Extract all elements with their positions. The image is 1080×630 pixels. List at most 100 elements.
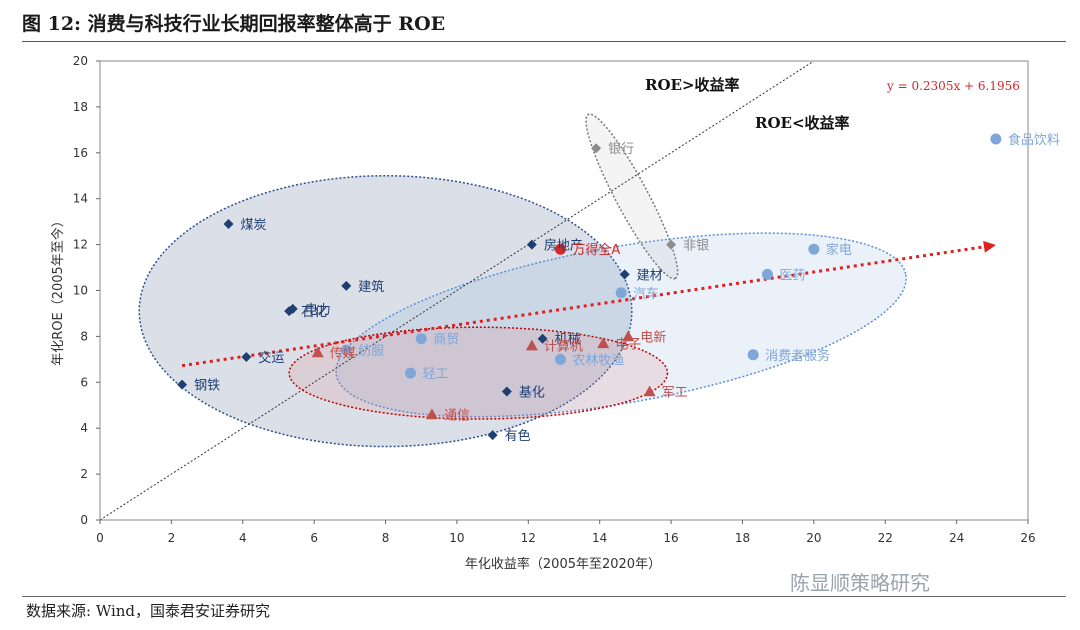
point-label: 有色 xyxy=(505,428,531,444)
x-tick-label: 4 xyxy=(239,531,247,545)
point-label: 钢铁 xyxy=(194,379,220,394)
point-6 xyxy=(526,239,537,250)
trend-arrowhead xyxy=(983,240,996,253)
y-tick-label: 4 xyxy=(80,421,88,435)
point-14 xyxy=(808,243,820,255)
trend-equation: y = 0.2305x + 6.1956 xyxy=(886,79,1020,93)
point-13 xyxy=(990,133,1002,145)
data-points xyxy=(177,133,1002,441)
point-7 xyxy=(619,269,630,280)
x-tick-label: 10 xyxy=(449,531,464,545)
watermark: 陈显顺策略研究 xyxy=(790,571,930,595)
point-22 xyxy=(554,243,566,255)
y-tick-label: 18 xyxy=(73,100,88,114)
point-label: 房地产 xyxy=(544,238,583,254)
y-tick-label: 12 xyxy=(73,238,88,252)
source-divider xyxy=(22,596,1066,597)
point-17 xyxy=(747,349,759,361)
y-tick-label: 8 xyxy=(80,329,88,343)
point-label: 机械 xyxy=(555,333,581,348)
source-note: 数据来源: Wind，国泰君安证券研究 xyxy=(26,602,271,620)
point-28 xyxy=(425,408,438,420)
point-18 xyxy=(554,353,566,365)
point-label: 建材 xyxy=(637,268,663,283)
annotation-roe-above: ROE>收益率 xyxy=(645,76,740,94)
y-tick-label: 2 xyxy=(80,467,88,481)
point-16 xyxy=(615,287,627,299)
point-label: 食品饮料 xyxy=(1008,132,1060,148)
x-tick-label: 22 xyxy=(878,531,893,545)
point-label: 交运 xyxy=(258,350,284,366)
title-divider xyxy=(22,41,1066,42)
point-label: 军工 xyxy=(662,385,688,400)
x-tick-label: 0 xyxy=(96,531,104,545)
point-label: 汽车 xyxy=(633,286,659,302)
group-ellipse-0 xyxy=(138,175,633,448)
y-tick-label: 16 xyxy=(73,146,88,160)
annotation-roe-below: ROE<收益率 xyxy=(755,114,850,132)
group-ellipses xyxy=(138,113,907,448)
point-label: 传媒 xyxy=(330,346,356,361)
point-0 xyxy=(223,218,234,229)
point-label: 通信 xyxy=(444,408,470,423)
point-25 xyxy=(597,337,610,349)
point-label: 电新 xyxy=(640,329,666,345)
point-label: 商贸 xyxy=(433,333,459,348)
scatter-chart: 0 2 4 6 8 10 12 14 16 18 20 22 24 2602468101214161820… xyxy=(50,54,1060,572)
point-20 xyxy=(405,367,417,379)
y-axis-title: 年化ROE（2005年至今） xyxy=(50,214,66,366)
x-tick-label: 8 xyxy=(382,531,390,545)
point-27 xyxy=(643,385,656,397)
x-tick-label: 14 xyxy=(592,531,607,545)
point-label: 消费者服务 xyxy=(765,348,830,364)
point-8 xyxy=(537,333,548,344)
x-tick-label: 16 xyxy=(663,531,678,545)
y-tick-label: 10 xyxy=(73,284,88,298)
point-label: 非银 xyxy=(683,239,709,254)
group-ellipse-3 xyxy=(585,113,679,280)
point-label: 农林牧渔 xyxy=(572,353,624,368)
point-11 xyxy=(591,143,602,154)
point-24 xyxy=(525,339,538,351)
point-label: 建筑 xyxy=(358,279,384,295)
point-label: 电子 xyxy=(615,337,641,352)
point-15 xyxy=(761,268,773,280)
point-label: 银行 xyxy=(608,142,634,157)
point-5 xyxy=(177,379,188,390)
point-23 xyxy=(311,346,324,358)
trend-line xyxy=(181,245,985,368)
group-ellipse-1 xyxy=(335,232,907,418)
point-label: 家电 xyxy=(826,242,852,258)
point-9 xyxy=(501,386,512,397)
x-tick-label: 20 xyxy=(806,531,821,545)
y-tick-label: 20 xyxy=(73,54,88,68)
x-tick-label: 6 xyxy=(310,531,318,545)
point-4 xyxy=(241,352,252,363)
x-tick-label: 18 xyxy=(735,531,750,545)
x-tick-label: 24 xyxy=(949,531,964,545)
point-26 xyxy=(622,330,635,342)
point-label: 计算机 xyxy=(544,340,583,355)
point-19 xyxy=(415,333,427,345)
x-tick-label: 26 xyxy=(1020,531,1035,545)
point-label: 轻工 xyxy=(423,367,449,382)
figure-title: 图 12: 消费与科技行业长期回报率整体高于 ROE xyxy=(22,13,446,35)
x-axis-title: 年化收益率（2005年至2020年） xyxy=(465,556,661,572)
diagonal-line xyxy=(99,60,815,521)
point-label: 万得全A xyxy=(572,242,620,258)
point-label: 电力 xyxy=(305,303,331,318)
point-label: 煤炭 xyxy=(240,218,266,233)
y-tick-label: 14 xyxy=(73,192,88,206)
point-label: 纺服 xyxy=(358,344,384,359)
x-tick-label: 2 xyxy=(168,531,176,545)
y-tick-label: 6 xyxy=(80,375,88,389)
point-2 xyxy=(287,303,298,314)
point-label: 基化 xyxy=(519,385,545,400)
point-12 xyxy=(666,239,677,250)
point-label: 石化 xyxy=(301,305,327,320)
point-3 xyxy=(341,280,352,291)
y-tick-label: 0 xyxy=(80,513,88,527)
point-label: 医药 xyxy=(779,268,805,283)
